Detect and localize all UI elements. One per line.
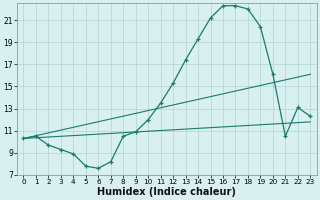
- X-axis label: Humidex (Indice chaleur): Humidex (Indice chaleur): [98, 187, 236, 197]
